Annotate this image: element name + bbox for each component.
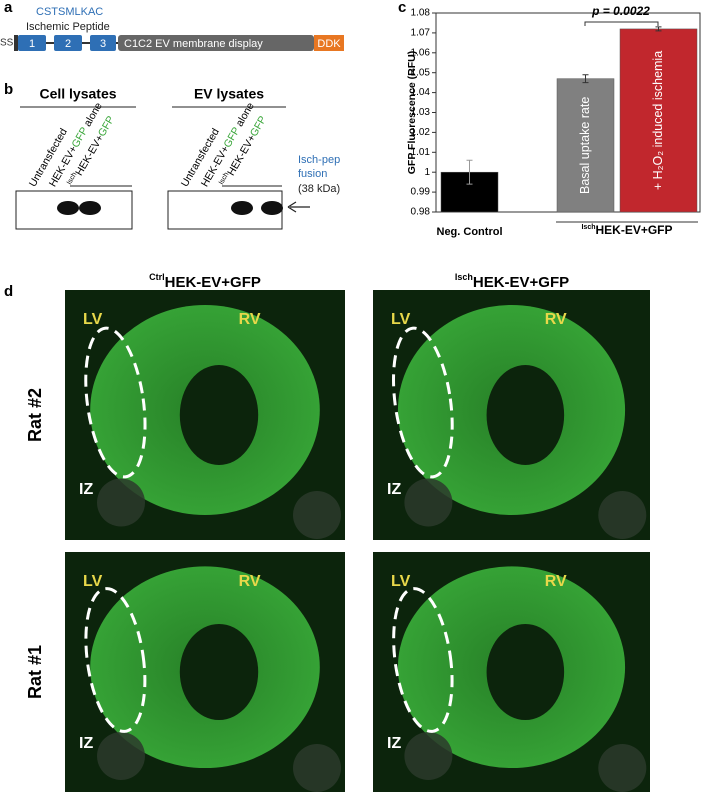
group-title: Cell lysates xyxy=(39,86,116,102)
y-tick-label: 1 xyxy=(424,167,430,178)
repeat-label: 2 xyxy=(65,38,71,50)
error-bar xyxy=(466,159,473,185)
tag-label: DDK xyxy=(317,38,341,50)
infarct-outline xyxy=(84,587,147,733)
repeat-box xyxy=(18,35,46,51)
display-box xyxy=(118,35,314,51)
blot-band xyxy=(261,201,283,215)
region-label: RV xyxy=(239,573,261,590)
region-label: LV xyxy=(391,573,411,590)
column-title: CtrlHEK-EV+GFP xyxy=(149,272,261,291)
group-title: EV lysates xyxy=(194,86,264,102)
bar-label: Basal uptake rate xyxy=(578,97,592,194)
vignette xyxy=(293,744,341,792)
infarct-outline xyxy=(392,326,454,479)
region-label: IZ xyxy=(79,735,93,752)
infarct-outline xyxy=(392,587,454,733)
infarct-outline xyxy=(84,326,147,479)
region-label: IZ xyxy=(387,735,401,752)
vignette xyxy=(293,491,341,539)
tag-box xyxy=(314,35,344,51)
y-tick-label: 1.02 xyxy=(411,127,431,138)
x-tick-label: Neg. Control xyxy=(437,226,503,238)
region-label: RV xyxy=(545,573,567,590)
y-tick-label: 1.05 xyxy=(411,67,431,78)
y-tick-label: 1.06 xyxy=(411,47,431,58)
error-bar xyxy=(582,74,589,84)
y-axis-label: GFP Fluorescence (RFU) xyxy=(406,51,418,175)
group-label: IschHEK-EV+GFP xyxy=(581,223,672,237)
region-label: IZ xyxy=(79,481,93,498)
panel-label: b xyxy=(4,81,13,98)
blot-band xyxy=(231,201,253,215)
y-tick-label: 1.07 xyxy=(411,28,431,39)
y-tick-label: 1.01 xyxy=(411,147,431,158)
lane-label-part: GFP xyxy=(96,114,117,139)
signal-label: SS xyxy=(0,38,14,49)
repeat-label: 1 xyxy=(29,38,35,50)
region-label: RV xyxy=(239,311,261,328)
blot-band xyxy=(57,201,79,215)
annotation: (38 kDa) xyxy=(298,183,340,195)
peptide-name: Ischemic Peptide xyxy=(26,21,110,33)
column-title-sup: Isch xyxy=(455,272,473,282)
panel-label: d xyxy=(4,283,13,300)
region-label: IZ xyxy=(387,481,401,498)
annotation: Isch-pep xyxy=(298,154,340,166)
region-label: LV xyxy=(391,311,411,328)
row-label: Rat #1 xyxy=(25,645,45,699)
bar xyxy=(556,78,615,213)
region-label: LV xyxy=(83,573,103,590)
y-tick-label: 1.08 xyxy=(411,8,431,19)
arrow-head xyxy=(287,201,297,213)
repeat-label: 3 xyxy=(100,38,106,50)
bar xyxy=(619,28,698,213)
lumen xyxy=(179,365,259,465)
repeat-box xyxy=(90,35,116,51)
significance-bracket xyxy=(584,21,659,26)
display-label: C1C2 EV membrane display xyxy=(124,38,263,50)
annotation: fusion xyxy=(298,168,327,180)
vignette xyxy=(404,478,453,527)
column-title-main: HEK-EV+GFP xyxy=(165,274,261,291)
peptide-sequence: CSTSMLKAC xyxy=(36,6,103,18)
y-tick-label: 0.98 xyxy=(411,207,431,218)
column-title-sup: Ctrl xyxy=(149,272,165,282)
row-label: Rat #2 xyxy=(25,388,45,442)
region-label: LV xyxy=(83,311,103,328)
vignette xyxy=(598,491,647,539)
repeat-box xyxy=(54,35,82,51)
vignette xyxy=(598,744,647,792)
error-bar xyxy=(655,26,662,32)
lumen xyxy=(179,624,259,720)
blot-band xyxy=(79,201,101,215)
ss-box xyxy=(14,35,18,51)
y-tick-label: 1.04 xyxy=(411,87,431,98)
y-tick-label: 1.03 xyxy=(411,107,431,118)
panel-label: a xyxy=(4,0,13,16)
bar-label: + H₂O₂ induced ischemia xyxy=(651,51,665,190)
column-title: IschHEK-EV+GFP xyxy=(455,272,569,291)
vignette xyxy=(404,732,453,780)
vignette xyxy=(97,478,145,527)
lumen xyxy=(486,365,565,465)
y-tick-label: 0.99 xyxy=(411,187,431,198)
vignette xyxy=(97,732,145,780)
panel-label: c xyxy=(398,0,406,16)
group-label-main: HEK-EV+GFP xyxy=(596,223,673,237)
lumen xyxy=(486,624,565,720)
p-value: p = 0.0022 xyxy=(591,4,650,18)
region-label: RV xyxy=(545,311,567,328)
lane-label-part: GFP xyxy=(248,114,269,139)
group-label-sup: Isch xyxy=(581,224,595,231)
column-title-main: HEK-EV+GFP xyxy=(473,274,569,291)
